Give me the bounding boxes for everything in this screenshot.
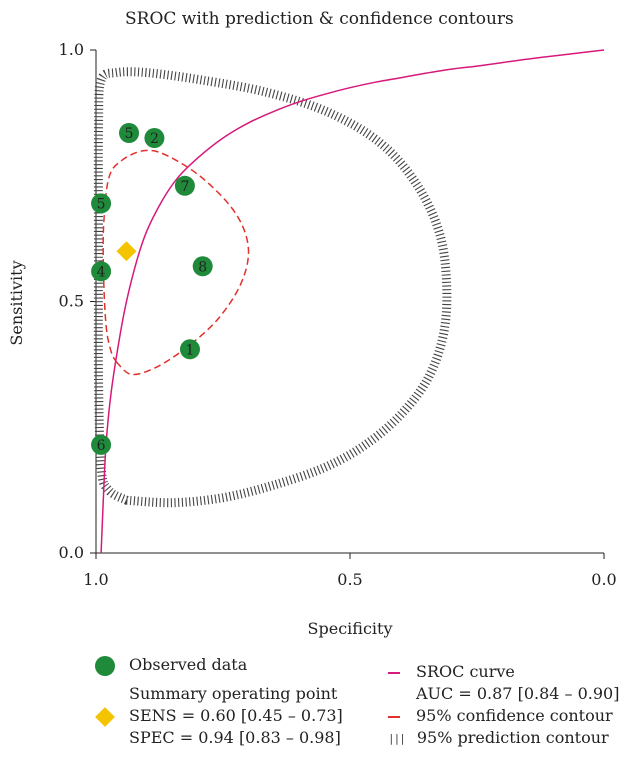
observed-point-label: 7 <box>180 179 189 195</box>
observed-point <box>174 175 195 196</box>
legend-sroc-label: SROC curve <box>416 662 515 681</box>
observed-point <box>179 339 200 360</box>
y-axis-label: Sensitivity <box>7 260 26 345</box>
legend-summary-sens: SENS = 0.60 [0.45 – 0.73] <box>95 705 343 727</box>
observed-point-label: 8 <box>198 259 207 275</box>
summary-point <box>116 241 137 262</box>
observed-point-label: 1 <box>186 342 195 358</box>
sroc-chart: SROC with prediction & confidence contou… <box>7 9 617 638</box>
x-axis-label: Specificity <box>308 619 393 638</box>
summary-diamond-icon <box>95 706 115 727</box>
confidence-line-icon <box>388 715 400 718</box>
legend-sroc: SROC curve <box>388 661 515 683</box>
prediction-contour <box>93 67 452 508</box>
legend-summary-spec: SPEC = 0.94 [0.83 – 0.98] <box>129 728 341 747</box>
legend-prediction-label: 95% prediction contour <box>416 728 609 747</box>
chart-title: SROC with prediction & confidence contou… <box>125 9 514 29</box>
observed-point <box>91 261 112 282</box>
observed-point <box>91 193 112 214</box>
sroc-curve <box>100 49 605 554</box>
legend-observed: Observed data <box>95 654 247 676</box>
observed-point-label: 5 <box>125 126 134 142</box>
y-tick-label: 0.5 <box>59 292 84 311</box>
legend-confidence: 95% confidence contour <box>388 705 613 727</box>
observed-point-label: 5 <box>97 196 106 212</box>
y-tick-label: 1.0 <box>59 40 84 59</box>
legend-sens-label: SENS = 0.60 [0.45 – 0.73] <box>129 706 343 725</box>
legend-summary-title: Summary operating point <box>129 684 338 703</box>
legend-auc: AUC = 0.87 [0.84 – 0.90] <box>416 684 620 703</box>
observed-point <box>91 434 112 455</box>
observed-point-label: 4 <box>97 264 106 280</box>
observed-point <box>119 122 140 143</box>
legend-observed-label: Observed data <box>129 655 248 674</box>
prediction-hatch-icon: ||| <box>388 731 406 745</box>
observed-marker-icon <box>95 655 115 676</box>
legend-confidence-label: 95% confidence contour <box>416 706 613 725</box>
sroc-line-icon <box>388 671 400 674</box>
observed-point <box>192 256 213 277</box>
y-tick-label: 0.0 <box>59 543 84 562</box>
observed-point <box>144 128 165 149</box>
legend-prediction: ||| 95% prediction contour <box>388 727 609 750</box>
x-tick-label: 1.0 <box>83 570 108 589</box>
observed-point-label: 6 <box>97 438 106 454</box>
x-tick-label: 0.5 <box>337 570 362 589</box>
x-tick-label: 0.0 <box>591 570 616 589</box>
observed-point-label: 2 <box>150 131 159 147</box>
